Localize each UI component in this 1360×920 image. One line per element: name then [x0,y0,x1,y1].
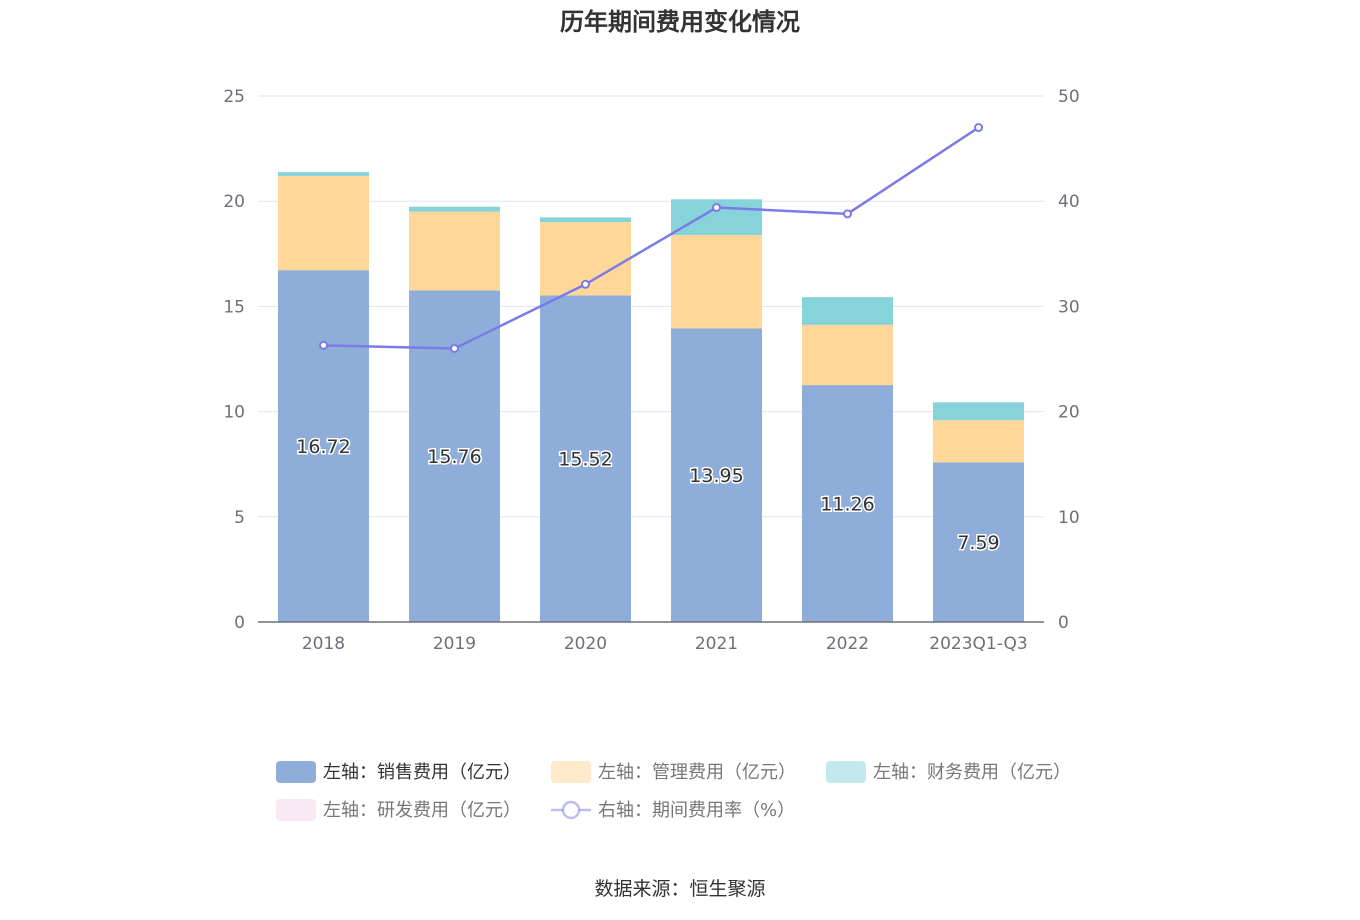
legend-swatch [276,761,316,783]
legend-label: 左轴：研发费用（亿元） [323,800,521,821]
bar-3 [802,297,893,325]
right-tick-label: 40 [1058,192,1080,212]
x-axis: 2018 2019 2020 2021 2022 2023Q1-Q3 [302,634,1028,654]
bar-2 [278,175,369,271]
right-tick-label: 50 [1058,87,1080,107]
bar-3 [540,217,631,223]
data-label: 15.76 [427,446,481,468]
grid-lines [258,95,1044,518]
rate-line [323,126,980,350]
right-axis: 0 10 20 30 40 50 [1058,87,1080,633]
data-label: 7.59 [957,532,999,554]
data-label: 13.95 [689,465,743,487]
x-tick-label: 2022 [826,634,869,654]
source-note: 数据来源：恒生聚源 [594,878,765,900]
chart-title: 历年期间费用变化情况 [560,8,800,36]
x-tick-label: 2023Q1-Q3 [929,634,1027,654]
data-label: 15.52 [558,449,612,471]
legend-item: 左轴：财务费用（亿元） [826,761,1071,783]
line-series [319,123,983,353]
bar-1 [278,270,369,622]
right-tick-label: 30 [1058,297,1080,317]
bar-3 [278,172,369,176]
data-label: 11.26 [820,494,874,516]
left-tick-label: 10 [223,403,245,423]
bar-1 [802,385,893,622]
legend-swatch [276,799,316,821]
legend-swatch [551,761,591,783]
left-tick-label: 0 [234,613,245,633]
legend-label: 左轴：销售费用（亿元） [323,762,521,783]
bar-1 [933,462,1024,622]
rate-point [843,209,852,219]
legend: 左轴：销售费用（亿元） 左轴：管理费用（亿元） 左轴：财务费用（亿元） 左轴：研发费用… [276,761,1071,821]
right-tick-label: 10 [1058,508,1080,528]
left-tick-label: 15 [223,297,245,317]
legend-item: 左轴：销售费用（亿元） [276,761,521,783]
bar-1 [671,328,762,622]
bar-2 [933,420,1024,463]
legend-label: 左轴：管理费用（亿元） [598,762,796,783]
rate-point [974,123,983,133]
bar-series [278,172,1024,622]
legend-label: 右轴：期间费用率（%） [598,800,795,821]
bar-3 [409,206,500,212]
rate-point [581,279,590,289]
x-tick-label: 2018 [302,634,345,654]
x-tick-label: 2019 [433,634,476,654]
x-tick-label: 2020 [564,634,607,654]
legend-marker-icon [561,800,581,820]
legend-label: 左轴：财务费用（亿元） [873,762,1071,783]
bar-2 [802,324,893,386]
bar-3 [933,402,1024,421]
bar-1 [540,295,631,622]
rate-point [450,343,459,353]
legend-item: 右轴：期间费用率（%） [551,800,795,821]
right-tick-label: 0 [1058,613,1069,633]
legend-swatch [826,761,866,783]
data-label: 16.72 [296,436,350,458]
rate-point [712,203,721,213]
bar-2 [671,235,762,329]
legend-item: 左轴：研发费用（亿元） [276,799,521,821]
left-tick-label: 5 [234,508,245,528]
rate-point [319,340,328,350]
data-labels: 16.72 15.76 15.52 13.95 11.26 7.59 [295,435,1001,556]
left-axis: 0 5 10 15 20 25 [223,87,245,633]
bar-2 [409,211,500,291]
right-tick-label: 20 [1058,403,1080,423]
left-tick-label: 20 [223,192,245,212]
x-tick-label: 2021 [695,634,738,654]
left-tick-label: 25 [223,87,245,107]
legend-item: 左轴：管理费用（亿元） [551,761,796,783]
